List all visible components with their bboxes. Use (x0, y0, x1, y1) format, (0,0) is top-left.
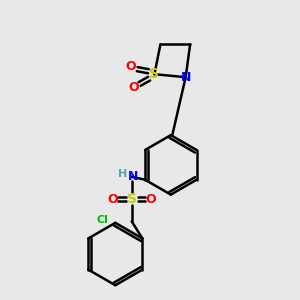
Text: O: O (128, 81, 139, 94)
Text: O: O (146, 193, 156, 206)
Text: S: S (127, 192, 137, 206)
Text: S: S (149, 67, 160, 81)
Text: H: H (118, 169, 127, 179)
Text: Cl: Cl (96, 215, 108, 225)
Text: N: N (181, 71, 191, 84)
Text: O: O (107, 193, 118, 206)
Text: O: O (125, 60, 136, 73)
Text: N: N (128, 170, 138, 183)
